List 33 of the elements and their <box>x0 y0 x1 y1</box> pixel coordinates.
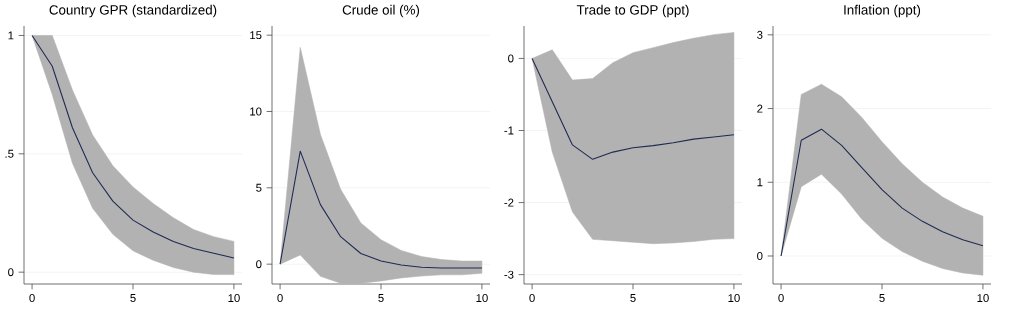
y-tick-label: -2 <box>504 198 514 207</box>
y-tick-label: 0 <box>8 268 14 277</box>
x-tick-label: 0 <box>529 294 535 303</box>
x-tick-label: 5 <box>130 294 136 302</box>
x-tick-label: 0 <box>277 294 283 303</box>
x-tick-label: 5 <box>879 294 885 302</box>
y-tick-label: 5 <box>256 183 262 192</box>
line-series <box>531 57 735 160</box>
x-tick-label: 10 <box>977 294 989 303</box>
x-tick-label: 10 <box>476 294 488 303</box>
y-tick-label: .5 <box>5 149 14 158</box>
x-tick-label: 5 <box>630 294 636 302</box>
chart-title: Crude oil (%) <box>342 4 420 18</box>
chart-title: Country GPR (standardized) <box>49 4 217 18</box>
x-tick-label: 10 <box>728 294 740 303</box>
x-tick-label: 5 <box>378 294 384 302</box>
y-tick-label: 0 <box>757 251 763 260</box>
y-tick-label: 0 <box>508 54 514 63</box>
y-tick-label: 2 <box>757 104 763 113</box>
chart-title: Inflation (ppt) <box>844 4 921 18</box>
y-tick-label: 3 <box>757 30 763 39</box>
chart-title: Trade to GDP (ppt) <box>576 4 689 18</box>
x-tick-label: 0 <box>29 294 35 303</box>
line-series <box>780 128 984 257</box>
y-tick-label: -1 <box>504 126 514 135</box>
y-tick-label: -3 <box>504 270 514 279</box>
x-tick-label: 0 <box>778 294 784 303</box>
x-tick-label: 10 <box>228 294 240 303</box>
y-tick-label: 15 <box>250 31 262 40</box>
y-tick-label: 10 <box>250 107 262 116</box>
y-tick-label: 0 <box>256 260 262 269</box>
y-tick-label: 1 <box>757 178 763 187</box>
y-tick-label: 1 <box>8 31 14 40</box>
